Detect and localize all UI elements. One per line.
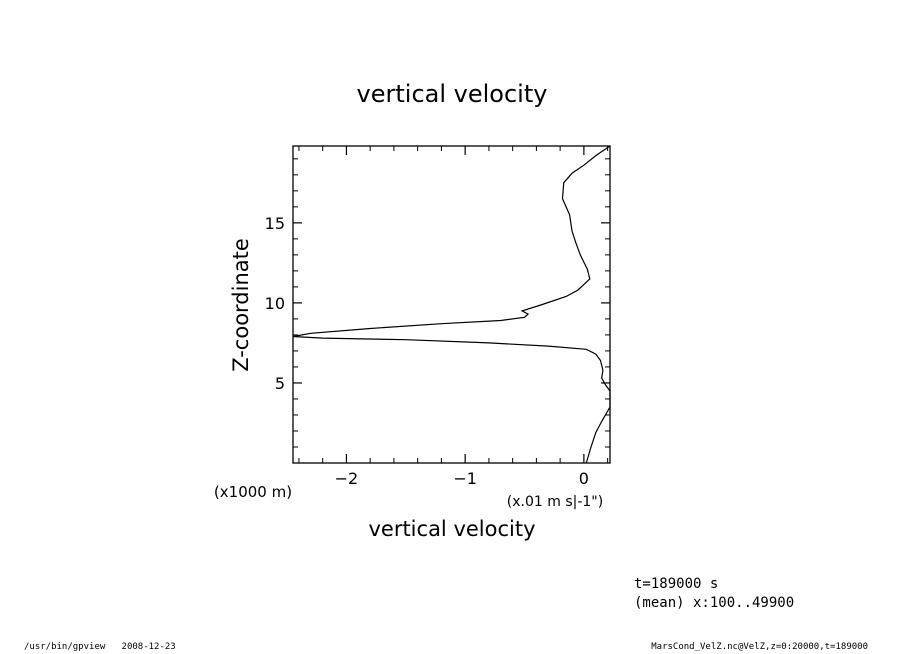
chart-title: vertical velocity — [357, 80, 548, 108]
y-unit-label: (x1000 m) — [214, 483, 292, 501]
y-tick-label: 10 — [265, 294, 285, 313]
x-unit-label: (x.01 m s|-1") — [507, 494, 603, 510]
x-axis-label: vertical velocity — [368, 517, 535, 541]
plot-border — [292, 145, 611, 464]
y-axis: 5 10 15 — [265, 158, 610, 448]
footer-right: MarsCond_VelZ.nc@VelZ,z=0:20000,t=189000 — [651, 642, 868, 652]
x-tick-label: −2 — [335, 469, 359, 488]
x-tick-label: −1 — [453, 469, 477, 488]
y-tick-label: 5 — [275, 374, 285, 393]
plot-frame — [292, 145, 611, 464]
x-axis: −2 −1 0 — [298, 146, 609, 488]
time-label: t=189000 s — [634, 576, 719, 592]
y-tick-label: 15 — [265, 214, 285, 233]
footer-left: /usr/bin/gpview 2008-12-23 — [24, 642, 176, 652]
y-axis-label: Z-coordinate — [229, 238, 253, 372]
x-tick-label: 0 — [579, 469, 589, 488]
mean-label: (mean) x:100..49900 — [634, 595, 795, 611]
series-line — [292, 145, 611, 464]
